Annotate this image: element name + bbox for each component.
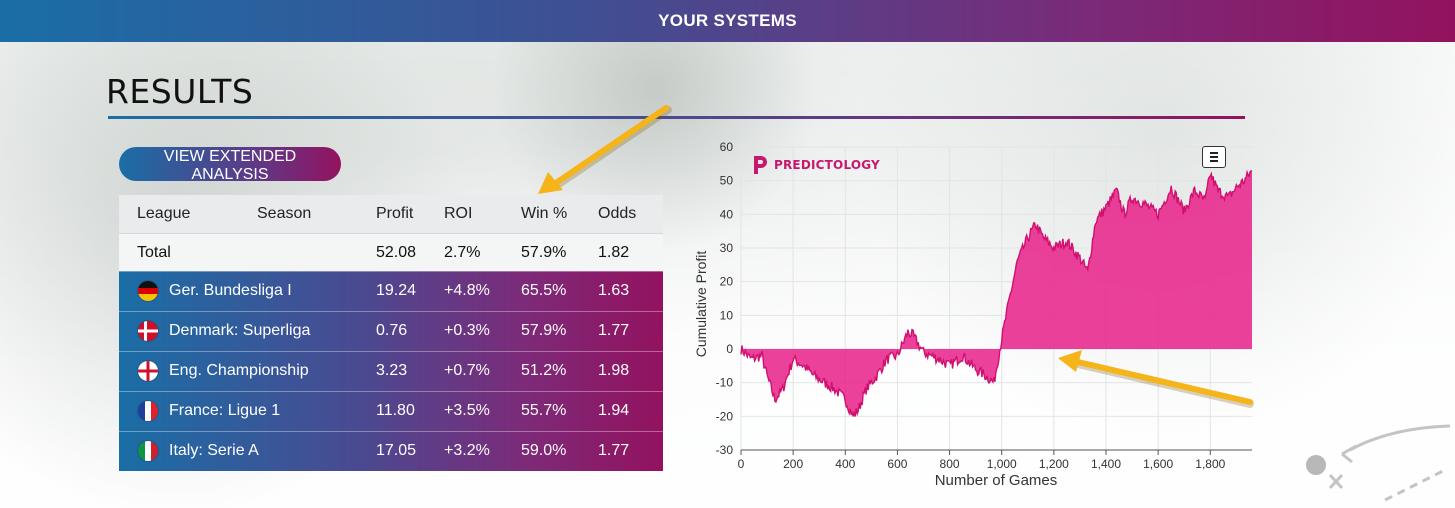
italy-flag-icon — [138, 441, 158, 461]
row-profit: 0.76 — [376, 322, 408, 339]
row-win: 51.2% — [521, 362, 567, 379]
header-odds[interactable]: Odds — [598, 205, 637, 222]
hamburger-menu-icon[interactable] — [1202, 146, 1226, 168]
y-axis-label: Cumulative Profit — [693, 251, 709, 358]
logo-text: PREDICTOLOGY — [774, 158, 880, 172]
title-divider — [108, 116, 1245, 119]
league-name: Ger. Bundesliga I — [169, 282, 292, 299]
predictology-logo-icon — [754, 156, 767, 174]
row-roi: +0.3% — [444, 322, 490, 339]
x-tick-label: 800 — [940, 457, 960, 471]
league-name: Italy: Serie A — [169, 442, 259, 459]
league-name: Denmark: Superliga — [169, 322, 311, 339]
y-tick-label: -20 — [716, 409, 734, 423]
tactics-sketch-icon — [1306, 424, 1451, 502]
x-tick-label: 1,000 — [987, 457, 1017, 471]
table-header: League Season Profit ROI Win % Odds — [119, 195, 663, 233]
y-tick-label: 20 — [720, 275, 734, 289]
table-row[interactable]: Denmark: Superliga 0.76 +0.3% 57.9% 1.77 — [119, 311, 663, 351]
total-win: 57.9% — [521, 244, 567, 261]
y-tick-label: -10 — [716, 376, 734, 390]
england-flag-icon — [138, 361, 158, 381]
header-season[interactable]: Season — [257, 205, 312, 222]
x-tick-label: 400 — [835, 457, 855, 471]
y-tick-labels: 60 50 40 30 20 10 0 -10 -20 -30 — [716, 140, 734, 457]
y-tick-label: 60 — [720, 140, 734, 154]
table-row[interactable]: Eng. Championship 3.23 +0.7% 51.2% 1.98 — [119, 351, 663, 391]
row-roi: +0.7% — [444, 362, 490, 379]
league-name: Eng. Championship — [169, 362, 309, 379]
row-roi: +3.5% — [444, 402, 490, 419]
y-tick-label: 50 — [720, 174, 734, 188]
total-row: Total 52.08 2.7% 57.9% 1.82 — [119, 233, 663, 271]
x-tick-label: 0 — [738, 457, 745, 471]
row-win: 55.7% — [521, 402, 567, 419]
row-odds: 1.94 — [598, 402, 630, 419]
profit-chart-svg: 60 50 40 30 20 10 0 -10 -20 -30 0 200 400 600 800 1,00… — [693, 140, 1253, 489]
row-odds: 1.63 — [598, 282, 630, 299]
x-tick-label: 200 — [783, 457, 803, 471]
total-odds: 1.82 — [598, 244, 630, 261]
y-tick-label: 10 — [720, 308, 734, 322]
profit-chart: 60 50 40 30 20 10 0 -10 -20 -30 0 200 400 600 800 1,00… — [680, 130, 1270, 500]
x-tick-label: 1,800 — [1195, 457, 1225, 471]
profit-line — [740, 169, 1253, 417]
row-win: 65.5% — [521, 282, 567, 299]
results-table: League Season Profit ROI Win % Odds Tota… — [119, 195, 663, 471]
germany-flag-icon — [138, 281, 158, 301]
header-bar: YOUR SYSTEMS — [0, 0, 1455, 42]
x-tick-label: 1,600 — [1143, 457, 1173, 471]
x-tick-labels: 0 200 400 600 800 1,000 1,200 1,400 1,600 1,800 — [738, 457, 1226, 471]
predictology-logo: PREDICTOLOGY — [752, 154, 880, 176]
y-tick-label: 30 — [720, 241, 734, 255]
row-odds: 1.77 — [598, 442, 630, 459]
header-profit[interactable]: Profit — [376, 205, 414, 222]
y-tick-label: 0 — [726, 342, 733, 356]
total-roi: 2.7% — [444, 244, 481, 261]
row-odds: 1.77 — [598, 322, 630, 339]
row-profit: 11.80 — [376, 402, 415, 419]
table-row[interactable]: France: Ligue 1 11.80 +3.5% 55.7% 1.94 — [119, 391, 663, 431]
x-axis-label: Number of Games — [935, 472, 1058, 489]
row-profit: 19.24 — [376, 282, 417, 299]
total-profit: 52.08 — [376, 244, 417, 261]
view-extended-analysis-button[interactable]: VIEW EXTENDED ANALYSIS — [119, 147, 341, 183]
x-tick-label: 1,400 — [1091, 457, 1121, 471]
row-roi: +3.2% — [444, 442, 490, 459]
france-flag-icon — [138, 401, 158, 421]
y-tick-label: -30 — [716, 443, 734, 457]
y-tick-label: 40 — [720, 207, 734, 221]
denmark-flag-icon — [138, 321, 158, 341]
profit-area — [741, 170, 1252, 417]
header-title: YOUR SYSTEMS — [658, 11, 797, 30]
header-league[interactable]: League — [137, 205, 191, 222]
row-win: 59.0% — [521, 442, 567, 459]
league-name: France: Ligue 1 — [169, 402, 281, 419]
row-profit: 17.05 — [376, 442, 417, 459]
row-profit: 3.23 — [376, 362, 408, 379]
header-roi[interactable]: ROI — [444, 205, 473, 222]
row-odds: 1.98 — [598, 362, 630, 379]
page-title: RESULTS — [106, 72, 254, 111]
x-tick-label: 600 — [887, 457, 907, 471]
row-win: 57.9% — [521, 322, 567, 339]
header-win[interactable]: Win % — [521, 205, 568, 222]
x-tick-label: 1,200 — [1039, 457, 1069, 471]
total-label: Total — [137, 244, 171, 261]
table-row[interactable]: Ger. Bundesliga I 19.24 +4.8% 65.5% 1.63 — [119, 271, 663, 311]
chart-area-group — [740, 169, 1253, 417]
row-roi: +4.8% — [444, 282, 490, 299]
table-row[interactable]: Italy: Serie A 17.05 +3.2% 59.0% 1.77 — [119, 431, 663, 471]
